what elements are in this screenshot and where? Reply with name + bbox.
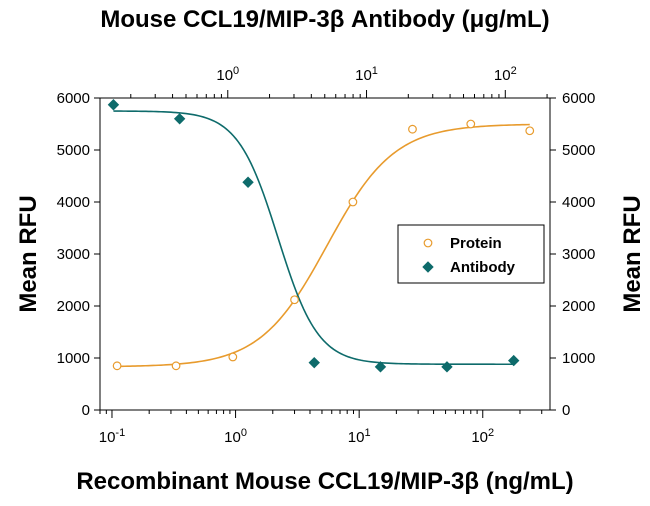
data-point-protein — [466, 119, 476, 129]
y-tick-label-right: 3000 — [562, 246, 595, 263]
data-point-antibody — [508, 354, 520, 367]
data-point-protein — [290, 295, 299, 305]
x-bottom-tick-label: 102 — [471, 427, 494, 446]
plot-frame: 0 0 1000 1000 2000 2000 3000 3000 4000 4000 5000 50… — [57, 65, 596, 446]
data-point-antibody — [173, 113, 186, 125]
legend-marker-protein — [423, 238, 433, 248]
y-tick-label-right: 5000 — [562, 142, 595, 159]
y-tick-label-right: 6000 — [562, 90, 595, 107]
y-tick-label-right: 0 — [562, 402, 570, 419]
y-tick-label-left: 6000 — [57, 90, 90, 107]
chart-top-title: Mouse CCL19/MIP-3β Antibody (μg/mL) — [100, 6, 550, 33]
legend: Protein Antibody — [397, 224, 545, 284]
x-bottom-tick-label: 101 — [348, 427, 371, 446]
y-tick-label-right: 2000 — [562, 298, 595, 315]
legend-label-protein: Protein — [450, 235, 502, 252]
legend-label-antibody: Antibody — [450, 259, 516, 276]
data-point-antibody — [242, 176, 254, 188]
x-bottom-tick-label: 100 — [224, 427, 247, 446]
data-point-protein — [112, 361, 122, 371]
data-point-protein — [525, 126, 535, 136]
chart-bottom-title: Recombinant Mouse CCL19/MIP-3β (ng/mL) — [76, 468, 574, 495]
data-point-protein — [171, 361, 181, 371]
data-point-antibody — [374, 361, 387, 373]
data-point-antibody — [308, 356, 320, 369]
legend-box — [397, 224, 545, 284]
data-point-antibody — [441, 361, 453, 373]
x-bottom-tick-label: 10-1 — [99, 427, 125, 446]
x-top-tick-label: 101 — [355, 65, 378, 84]
data-point-protein — [228, 352, 238, 362]
data-markers — [107, 99, 535, 373]
data-point-antibody — [107, 99, 120, 111]
y-tick-label-left: 4000 — [57, 194, 90, 211]
y-tick-label-left: 1000 — [57, 350, 90, 367]
y-tick-label-left: 3000 — [57, 246, 90, 263]
x-top-tick-label: 102 — [494, 65, 517, 84]
y-tick-label-left: 5000 — [57, 142, 90, 159]
y-tick-label-right: 1000 — [562, 350, 595, 367]
y-tick-label-right: 4000 — [562, 194, 595, 211]
data-point-protein — [348, 197, 358, 207]
y-tick-label-left: 2000 — [57, 298, 90, 315]
fit-curve-protein — [117, 123, 530, 368]
data-point-protein — [408, 124, 417, 134]
legend-marker-antibody — [422, 261, 434, 273]
y-tick-label-left: 0 — [82, 402, 90, 419]
x-top-tick-label: 100 — [216, 65, 239, 84]
